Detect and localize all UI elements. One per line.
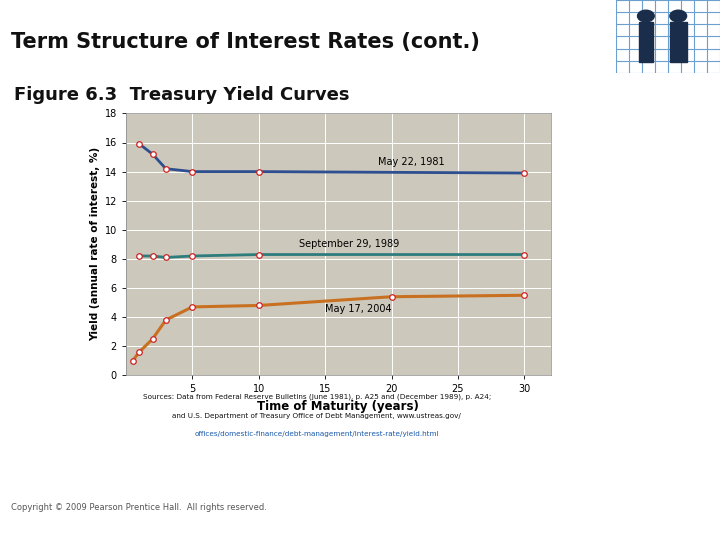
Text: Sources: Data from Federal Reserve Bulletins (June 1981), p. A25 and (December 1: Sources: Data from Federal Reserve Bulle… — [143, 394, 491, 400]
Bar — [639, 22, 653, 62]
Text: May 17, 2004: May 17, 2004 — [325, 304, 392, 314]
Circle shape — [670, 10, 687, 22]
Text: Copyright © 2009 Pearson Prentice Hall.  All rights reserved.: Copyright © 2009 Pearson Prentice Hall. … — [11, 503, 267, 512]
Text: and U.S. Department of Treasury Office of Debt Management, www.ustreas.gov/: and U.S. Department of Treasury Office o… — [172, 413, 462, 418]
Text: Term Structure of Interest Rates (cont.): Term Structure of Interest Rates (cont.) — [11, 32, 480, 52]
Text: Figure 6.3  Treasury Yield Curves: Figure 6.3 Treasury Yield Curves — [14, 86, 349, 104]
Text: May 22, 1981: May 22, 1981 — [378, 157, 445, 167]
Text: 13: 13 — [652, 487, 683, 507]
Text: offices/domestic-finance/debt-management/interest-rate/yield.html: offices/domestic-finance/debt-management… — [194, 431, 439, 437]
Circle shape — [637, 10, 654, 22]
Bar — [670, 22, 687, 62]
X-axis label: Time of Maturity (years): Time of Maturity (years) — [258, 400, 419, 413]
Text: September 29, 1989: September 29, 1989 — [299, 239, 399, 249]
Y-axis label: Yield (annual rate of interest, %): Yield (annual rate of interest, %) — [91, 147, 100, 341]
